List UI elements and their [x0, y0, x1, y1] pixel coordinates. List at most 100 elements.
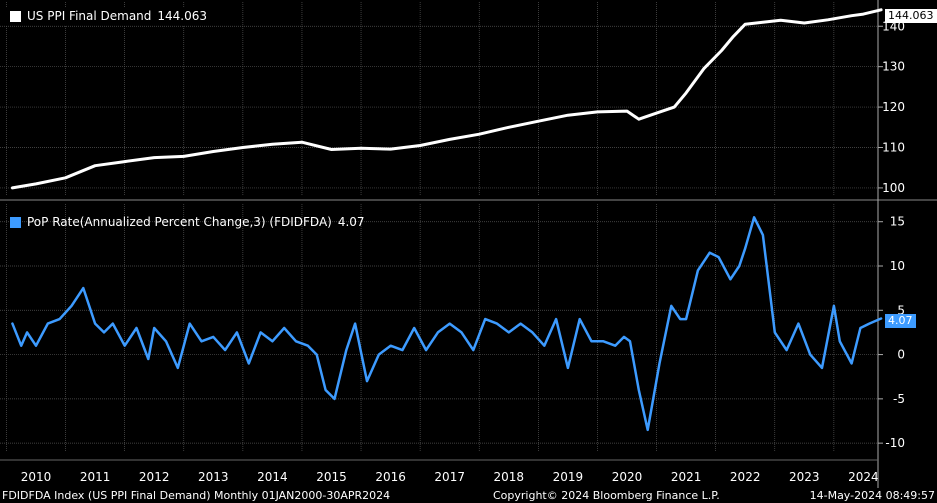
ppi-point — [596, 111, 599, 113]
rate-point — [389, 344, 392, 347]
rate-point — [762, 234, 764, 236]
rate-point — [729, 278, 732, 281]
x-tick-label-2012: 2012 — [139, 470, 170, 484]
ppi-point — [35, 183, 37, 185]
x-tick-label-2018: 2018 — [494, 470, 525, 484]
legend-ppi: US PPI Final Demand 144.063 — [6, 7, 214, 25]
rate-point — [271, 340, 274, 343]
rate-point — [153, 327, 155, 329]
last-value-tag-rate: 4.07 — [885, 314, 916, 328]
y-tick-label-1-5: 5 — [897, 303, 905, 317]
ppi-point — [183, 155, 185, 158]
rate-point — [378, 353, 380, 356]
rate-point — [333, 398, 336, 400]
ppi-point — [762, 21, 764, 24]
rate-point — [809, 353, 811, 356]
y-tick-label-1-10: 10 — [890, 259, 905, 273]
rate-point — [425, 349, 427, 351]
y-tick-label-1-15: 15 — [890, 215, 905, 229]
rate-point — [123, 344, 126, 347]
x-tick-label-2016: 2016 — [375, 470, 406, 484]
rate-point — [366, 380, 368, 382]
rate-point — [26, 331, 28, 334]
ppi-point — [242, 146, 244, 149]
rate-point — [578, 318, 581, 320]
rate-point — [135, 327, 138, 329]
rate-point — [508, 331, 510, 334]
rate-point — [224, 349, 226, 351]
rate-point — [543, 344, 546, 347]
rate-point — [697, 269, 699, 272]
rate-point — [183, 344, 185, 347]
ppi-point — [626, 110, 628, 112]
ppi-point — [419, 144, 422, 147]
rate-point — [212, 336, 215, 338]
rate-point — [354, 322, 356, 325]
x-tick-label-2011: 2011 — [80, 470, 111, 484]
x-tick-label-2019: 2019 — [553, 470, 584, 484]
ppi-point — [271, 143, 274, 146]
rate-point — [11, 322, 14, 325]
rate-point — [774, 331, 776, 334]
rate-point — [685, 318, 687, 320]
ppi-point — [862, 13, 865, 15]
rate-point — [283, 327, 286, 329]
rate-point — [658, 362, 661, 365]
x-tick-label-2022: 2022 — [730, 470, 761, 484]
ppi-point — [655, 112, 658, 114]
legend-swatch-ppi — [10, 10, 21, 22]
rate-point — [200, 340, 203, 343]
ppi-point — [803, 22, 806, 24]
rate-point — [94, 322, 96, 325]
rate-point — [646, 429, 649, 431]
ppi-point — [330, 148, 333, 151]
footer-timestamp: 14-May-2024 08:49:57 — [809, 489, 935, 502]
rate-point — [472, 349, 475, 351]
ppi-point — [360, 147, 362, 150]
rate-point — [679, 318, 681, 320]
rate-point — [821, 367, 823, 369]
rate-point — [638, 389, 640, 391]
rate-point — [708, 251, 711, 254]
rate-point — [531, 331, 534, 334]
x-tick-label-2014: 2014 — [257, 470, 288, 484]
y-tick-label-0-110: 110 — [882, 141, 905, 155]
x-tick-label-2024: 2024 — [848, 470, 879, 484]
rate-point — [324, 389, 327, 391]
rate-point — [147, 358, 150, 360]
ppi-point — [478, 133, 481, 135]
ppi-point — [703, 67, 705, 70]
series-line-ppi — [10, 8, 883, 190]
x-tick-label-2021: 2021 — [671, 470, 702, 484]
legend-value-ppi: 144.063 — [157, 9, 208, 23]
ppi-point — [301, 141, 303, 143]
ppi-point — [732, 35, 735, 38]
footer-index-info: FDIDFDA Index (US PPI Final Demand) Mont… — [2, 489, 391, 502]
ppi-point — [448, 138, 451, 141]
rate-point — [629, 340, 631, 343]
last-value-tag-ppi: 144.063 — [885, 9, 937, 23]
rate-point — [112, 322, 114, 325]
rate-point — [555, 318, 557, 320]
x-tick-label-2013: 2013 — [198, 470, 229, 484]
rate-point — [20, 344, 23, 347]
footer: FDIDFDA Index (US PPI Final Demand) Mont… — [0, 488, 937, 503]
ppi-point — [779, 19, 782, 22]
legend-label-ppi: US PPI Final Demand — [27, 9, 152, 23]
rate-point — [484, 318, 487, 320]
rate-point — [880, 317, 882, 320]
rate-point — [753, 216, 755, 219]
legend-label-rate: PoP Rate(Annualized Percent Change,3) (F… — [27, 215, 332, 229]
ppi-point — [123, 160, 126, 163]
rate-point — [345, 349, 348, 351]
rate-point — [590, 340, 593, 343]
legend-rate: PoP Rate(Annualized Percent Change,3) (F… — [6, 213, 371, 231]
rate-point — [437, 331, 439, 334]
footer-copyright: Copyright© 2024 Bloomberg Finance L.P. — [493, 489, 720, 502]
ppi-point — [508, 126, 510, 129]
rate-point — [58, 318, 61, 320]
rate-point — [567, 367, 569, 369]
legend-swatch-rate — [10, 216, 21, 228]
rate-point — [623, 336, 625, 338]
rate-point — [188, 322, 191, 325]
